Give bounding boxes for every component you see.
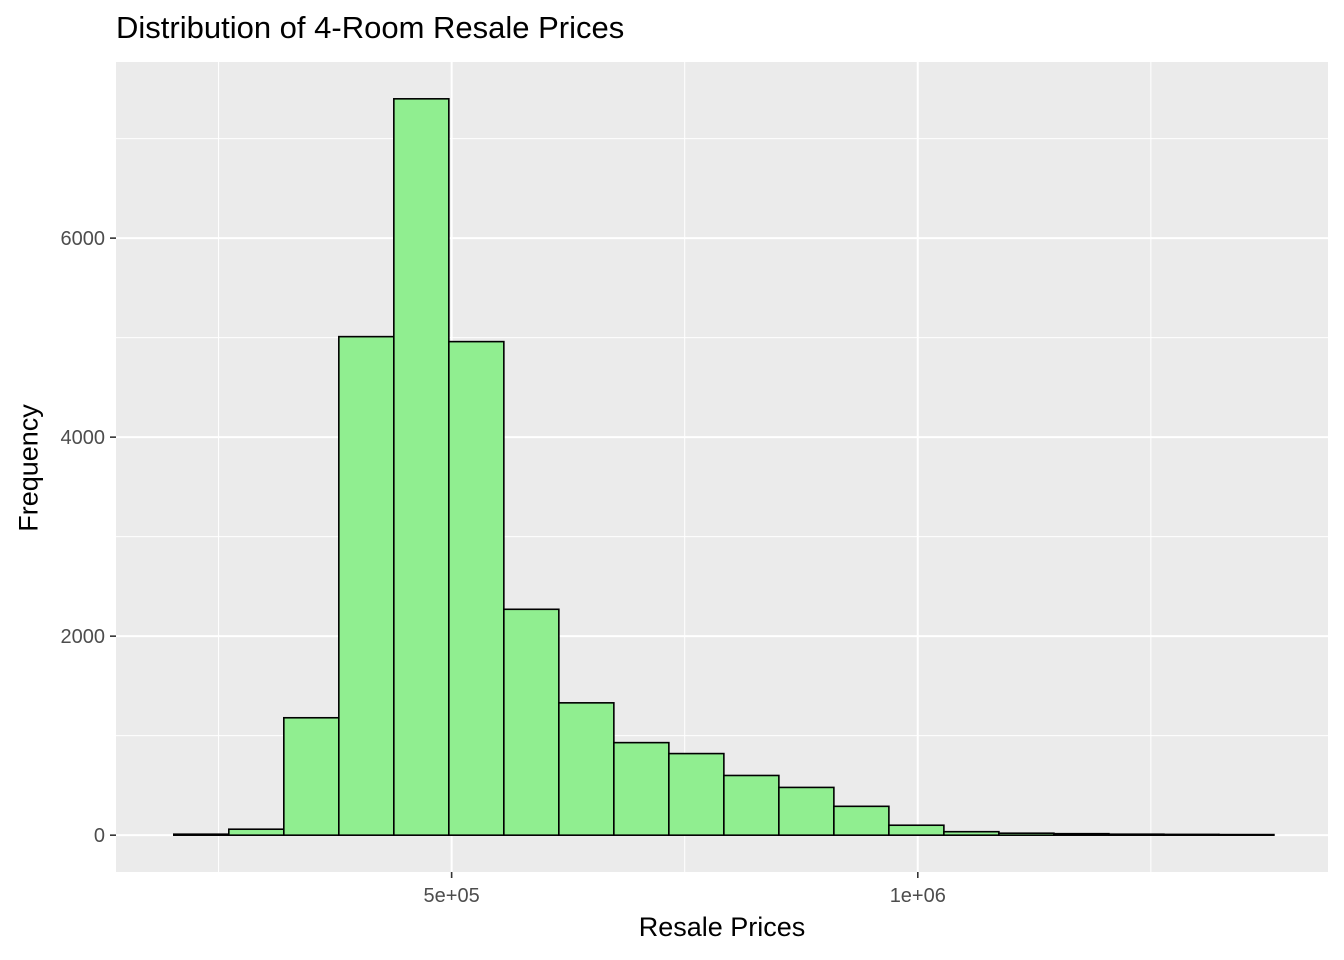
histogram-bar bbox=[723, 774, 780, 836]
histogram-bar bbox=[778, 786, 835, 836]
y-tick-label: 4000 bbox=[61, 427, 106, 449]
y-tick-label: 0 bbox=[94, 825, 105, 847]
y-axis-label: Frequency bbox=[13, 404, 44, 532]
y-tick-label: 6000 bbox=[61, 228, 106, 250]
y-tick-label: 2000 bbox=[61, 626, 106, 648]
y-axis: 0 2000 4000 6000 bbox=[61, 228, 116, 847]
histogram-bar bbox=[503, 608, 560, 836]
histogram-bar bbox=[613, 741, 670, 836]
minor-gridlines bbox=[116, 62, 1328, 872]
x-axis-label: Resale Prices bbox=[638, 912, 806, 942]
histogram-bar bbox=[943, 830, 1000, 836]
histogram-bar bbox=[173, 833, 230, 836]
histogram-bar bbox=[393, 98, 450, 836]
histogram-bar bbox=[1218, 833, 1275, 836]
x-tick-label: 1e+06 bbox=[890, 885, 946, 907]
histogram-bar bbox=[1108, 833, 1165, 836]
histogram-bar bbox=[338, 335, 395, 836]
x-axis: 5e+05 1e+06 bbox=[424, 872, 946, 907]
histogram-bar bbox=[668, 752, 725, 836]
x-tick-label: 5e+05 bbox=[424, 885, 480, 907]
histogram-bars bbox=[173, 98, 1275, 836]
histogram-bar bbox=[1163, 833, 1220, 836]
histogram-bar bbox=[228, 828, 285, 836]
histogram-bar bbox=[558, 702, 615, 836]
histogram-bar bbox=[833, 805, 890, 836]
chart-title: Distribution of 4-Room Resale Prices bbox=[116, 10, 625, 45]
histogram-bar bbox=[448, 340, 505, 836]
histogram-bar bbox=[888, 824, 945, 836]
histogram-bar bbox=[1053, 832, 1110, 836]
histogram-bar bbox=[283, 716, 340, 836]
histogram-bar bbox=[998, 832, 1055, 836]
